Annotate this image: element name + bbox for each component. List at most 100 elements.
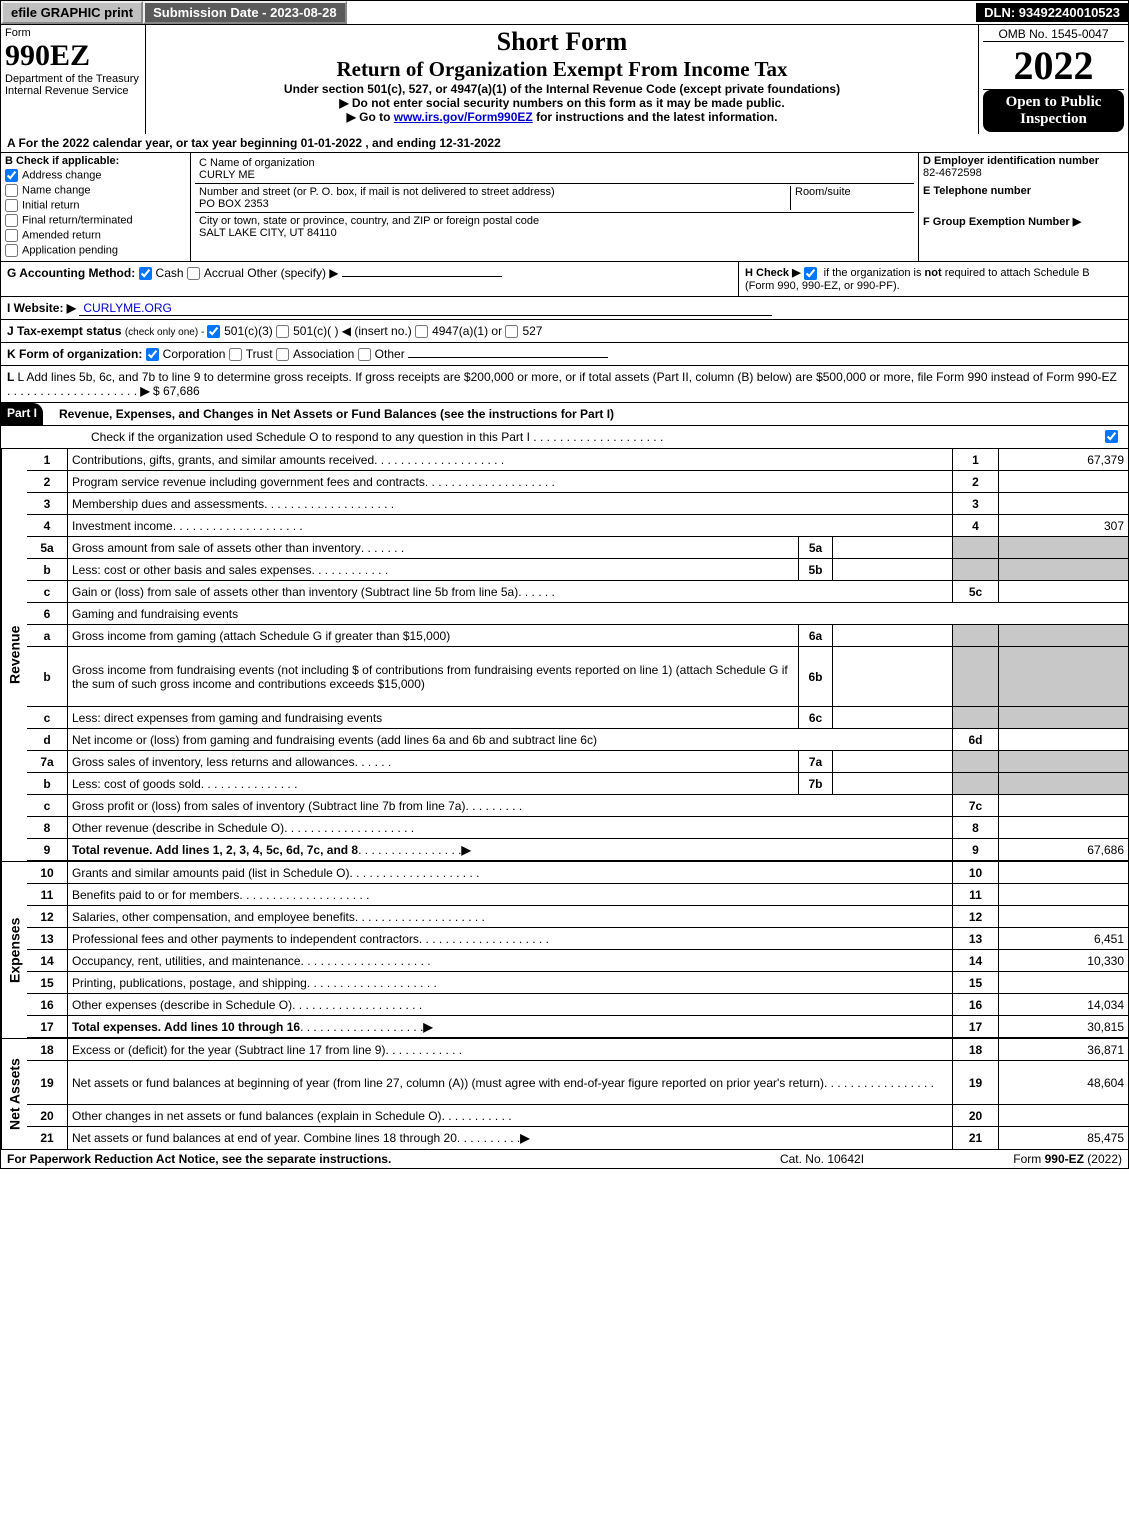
- checkbox-schedule-o[interactable]: [1105, 430, 1118, 443]
- line-3-amt: [998, 493, 1128, 514]
- line-8-n: 8: [27, 817, 67, 838]
- section-g-label: G Accounting Method:: [7, 266, 135, 280]
- checkbox-address-change[interactable]: [5, 169, 18, 182]
- checkbox-501c3[interactable]: [207, 325, 220, 338]
- line-8-text: Other revenue (describe in Schedule O): [72, 821, 284, 835]
- checkbox-other-org[interactable]: [358, 348, 371, 361]
- line-15-n: 15: [27, 972, 67, 993]
- room-suite-cell: Room/suite: [790, 186, 910, 210]
- line-5c-num: 5c: [952, 581, 998, 602]
- line-8-amt: [998, 817, 1128, 838]
- line-14-num: 14: [952, 950, 998, 971]
- check-amended-return[interactable]: Amended return: [5, 229, 186, 242]
- line-20: 20 Other changes in net assets or fund b…: [27, 1105, 1128, 1127]
- line-7a-subamt: [832, 751, 952, 772]
- checkbox-schedule-b[interactable]: [804, 267, 817, 280]
- line-16: 16 Other expenses (describe in Schedule …: [27, 994, 1128, 1016]
- section-h-mid: if the organization is: [824, 267, 925, 279]
- section-b: B Check if applicable: Address change Na…: [1, 153, 191, 261]
- form-word: Form: [5, 27, 141, 39]
- line-9-amt: 67,686: [998, 839, 1128, 860]
- section-l-amount: $ 67,686: [153, 384, 200, 398]
- line-6-n: 6: [27, 603, 67, 624]
- page-footer: For Paperwork Reduction Act Notice, see …: [0, 1150, 1129, 1169]
- checkbox-association[interactable]: [276, 348, 289, 361]
- form-number: 990EZ: [5, 39, 141, 73]
- line-4-text: Investment income: [72, 519, 173, 533]
- checkbox-501c[interactable]: [276, 325, 289, 338]
- line-4-dots: . . . . . . . . . . . . . . . . . . . .: [173, 519, 303, 533]
- line-9-n: 9: [27, 839, 67, 860]
- checkbox-trust[interactable]: [229, 348, 242, 361]
- section-l: L L Add lines 5b, 6c, and 7b to line 9 t…: [0, 366, 1129, 403]
- check-application-pending[interactable]: Application pending: [5, 244, 186, 257]
- arrow-icon: ▶: [140, 384, 149, 398]
- section-k: K Form of organization: Corporation Trus…: [0, 343, 1129, 366]
- line-5a-subamt: [832, 537, 952, 558]
- section-h-formrefs: (Form 990, 990-EZ, or 990-PF).: [745, 280, 900, 292]
- check-name-change[interactable]: Name change: [5, 184, 186, 197]
- line-14-n: 14: [27, 950, 67, 971]
- checkbox-527[interactable]: [505, 325, 518, 338]
- line-8-desc: Other revenue (describe in Schedule O) .…: [67, 817, 952, 838]
- checkbox-application-pending[interactable]: [5, 244, 18, 257]
- line-9-text: Total revenue. Add lines 1, 2, 3, 4, 5c,…: [72, 843, 358, 857]
- line-7a-shade2: [998, 751, 1128, 772]
- line-19-num: 19: [952, 1061, 998, 1104]
- line-10-num: 10: [952, 862, 998, 883]
- checkbox-final-return[interactable]: [5, 214, 18, 227]
- checkbox-amended-return[interactable]: [5, 229, 18, 242]
- line-10-text: Grants and similar amounts paid (list in…: [72, 866, 349, 880]
- check-address-change[interactable]: Address change: [5, 169, 186, 182]
- line-7a: 7a Gross sales of inventory, less return…: [27, 751, 1128, 773]
- line-7b-shade2: [998, 773, 1128, 794]
- line-12-amt: [998, 906, 1128, 927]
- note-goto-suffix: for instructions and the latest informat…: [533, 110, 778, 124]
- section-i-label: I Website: ▶: [7, 301, 76, 315]
- submission-date-button[interactable]: Submission Date - 2023-08-28: [143, 1, 347, 24]
- line-18-n: 18: [27, 1039, 67, 1060]
- line-15: 15 Printing, publications, postage, and …: [27, 972, 1128, 994]
- line-5b-shade1: [952, 559, 998, 580]
- line-1-n: 1: [27, 449, 67, 470]
- irs-link[interactable]: www.irs.gov/Form990EZ: [394, 110, 533, 124]
- line-15-desc: Printing, publications, postage, and shi…: [67, 972, 952, 993]
- checkbox-accrual[interactable]: [187, 267, 200, 280]
- line-19-n: 19: [27, 1061, 67, 1104]
- arrow-icon: ▶: [520, 1131, 529, 1145]
- revenue-side-label: Revenue: [1, 449, 27, 861]
- section-l-dots: . . . . . . . . . . . . . . . . . . . .: [7, 384, 137, 398]
- efile-print-button[interactable]: efile GRAPHIC print: [1, 1, 143, 24]
- room-suite-label: Room/suite: [795, 186, 910, 198]
- line-16-text: Other expenses (describe in Schedule O): [72, 998, 292, 1012]
- part-i-title: Revenue, Expenses, and Changes in Net As…: [53, 403, 1128, 425]
- other-org-line[interactable]: [408, 357, 608, 358]
- line-11: 11 Benefits paid to or for members . . .…: [27, 884, 1128, 906]
- part-i-dots: . . . . . . . . . . . . . . . . . . . .: [533, 430, 663, 444]
- section-c-label: C Name of organization: [199, 157, 910, 169]
- amended-return-label: Amended return: [22, 229, 101, 241]
- other-specify-line[interactable]: [342, 276, 502, 277]
- line-2-dots: . . . . . . . . . . . . . . . . . . . .: [425, 475, 555, 489]
- top-bar: efile GRAPHIC print Submission Date - 20…: [0, 0, 1129, 25]
- checkbox-name-change[interactable]: [5, 184, 18, 197]
- line-19-desc: Net assets or fund balances at beginning…: [67, 1061, 952, 1104]
- website-link[interactable]: CURLYME.ORG: [79, 301, 771, 316]
- line-10-dots: . . . . . . . . . . . . . . . . . . . .: [349, 866, 479, 880]
- line-17: 17 Total expenses. Add lines 10 through …: [27, 1016, 1128, 1038]
- checkbox-corporation[interactable]: [146, 348, 159, 361]
- checkbox-4947[interactable]: [415, 325, 428, 338]
- line-13-num: 13: [952, 928, 998, 949]
- checkbox-cash[interactable]: [139, 267, 152, 280]
- line-2-num: 2: [952, 471, 998, 492]
- line-12-text: Salaries, other compensation, and employ…: [72, 910, 355, 924]
- checkbox-initial-return[interactable]: [5, 199, 18, 212]
- check-final-return[interactable]: Final return/terminated: [5, 214, 186, 227]
- line-5b-subamt: [832, 559, 952, 580]
- line-7b-n: b: [27, 773, 67, 794]
- line-6a-n: a: [27, 625, 67, 646]
- line-13-desc: Professional fees and other payments to …: [67, 928, 952, 949]
- part-i-badge: Part I: [1, 403, 43, 425]
- check-initial-return[interactable]: Initial return: [5, 199, 186, 212]
- city-label: City or town, state or province, country…: [199, 215, 910, 227]
